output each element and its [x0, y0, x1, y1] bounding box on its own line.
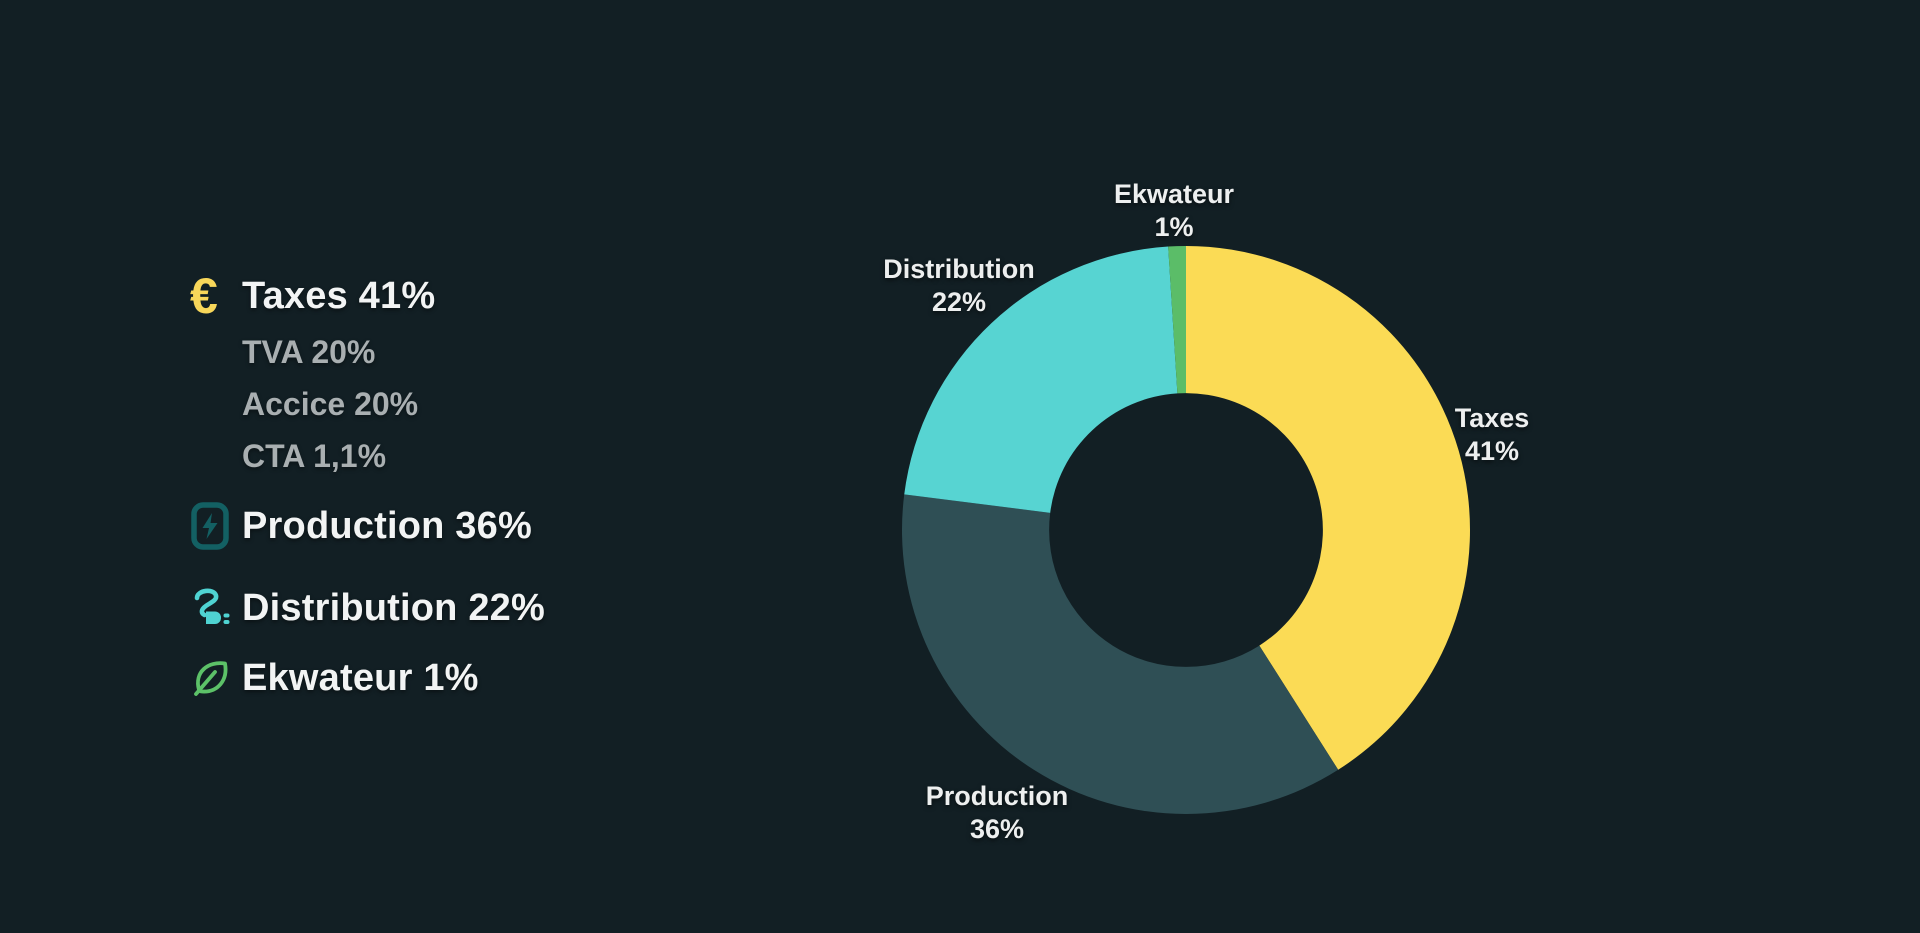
battery-bolt-icon	[190, 498, 238, 554]
donut-slice-distribution[interactable]	[904, 246, 1178, 513]
legend-item-taxes-label: Taxes 41%	[242, 274, 436, 317]
euro-icon: €	[190, 268, 218, 324]
legend-item-ekwateur-label: Ekwateur 1%	[242, 656, 479, 699]
legend-item-taxes: € Taxes 41%	[190, 270, 710, 322]
legend-subitem-cta: CTA 1,1%	[242, 437, 387, 474]
legend-item-production: Production 36%	[190, 498, 710, 554]
legend-subitem-accice: Accice 20%	[242, 385, 419, 422]
slice-label-ekwateur: Ekwateur 1%	[1113, 179, 1235, 242]
legend-subitem-tva: TVA 20%	[242, 333, 376, 370]
donut-chart-svg	[902, 246, 1470, 814]
legend: € Taxes 41% TVA 20% Accice 20% CTA 1,1% …	[190, 270, 710, 702]
leaf-icon	[190, 654, 238, 702]
legend-item-ekwateur: Ekwateur 1%	[190, 654, 710, 702]
legend-item-distribution: Distribution 22%	[190, 580, 710, 636]
donut-slice-production[interactable]	[902, 494, 1339, 814]
donut-slice-ekwateur[interactable]	[1168, 246, 1186, 394]
legend-item-distribution-label: Distribution 22%	[242, 586, 546, 629]
legend-item-production-label: Production 36%	[242, 504, 532, 547]
slice-label-distribution: Distribution 22%	[883, 254, 1035, 317]
slice-label-production: Production 36%	[925, 781, 1069, 844]
slice-label-taxes: Taxes 41%	[1454, 403, 1530, 466]
donut-chart	[886, 230, 1486, 830]
donut-slice-taxes[interactable]	[1186, 246, 1470, 770]
plug-icon	[190, 580, 238, 636]
